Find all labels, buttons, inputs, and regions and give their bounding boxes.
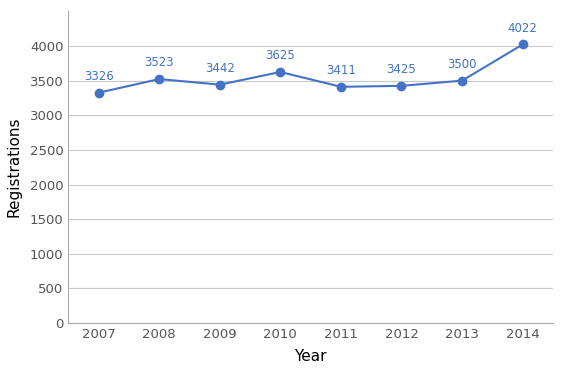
Text: 3500: 3500 bbox=[447, 58, 477, 71]
Text: 4022: 4022 bbox=[508, 22, 538, 35]
Text: 3411: 3411 bbox=[326, 64, 356, 77]
Text: 3442: 3442 bbox=[205, 62, 235, 75]
Text: 3625: 3625 bbox=[266, 49, 295, 62]
Text: 3523: 3523 bbox=[144, 56, 174, 69]
Y-axis label: Registrations: Registrations bbox=[6, 117, 22, 217]
Text: 3326: 3326 bbox=[84, 70, 113, 83]
Text: 3425: 3425 bbox=[386, 63, 416, 76]
X-axis label: Year: Year bbox=[294, 349, 327, 364]
